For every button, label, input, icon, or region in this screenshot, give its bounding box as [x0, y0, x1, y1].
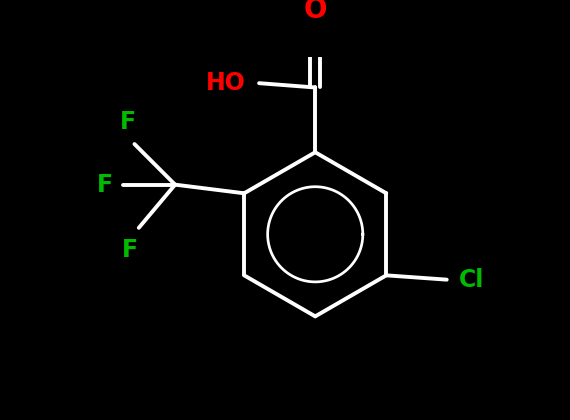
Text: F: F	[122, 238, 139, 262]
Text: HO: HO	[206, 71, 246, 95]
Text: F: F	[97, 173, 113, 197]
Text: O: O	[303, 0, 327, 24]
Text: Cl: Cl	[459, 268, 484, 291]
Text: F: F	[120, 110, 136, 134]
